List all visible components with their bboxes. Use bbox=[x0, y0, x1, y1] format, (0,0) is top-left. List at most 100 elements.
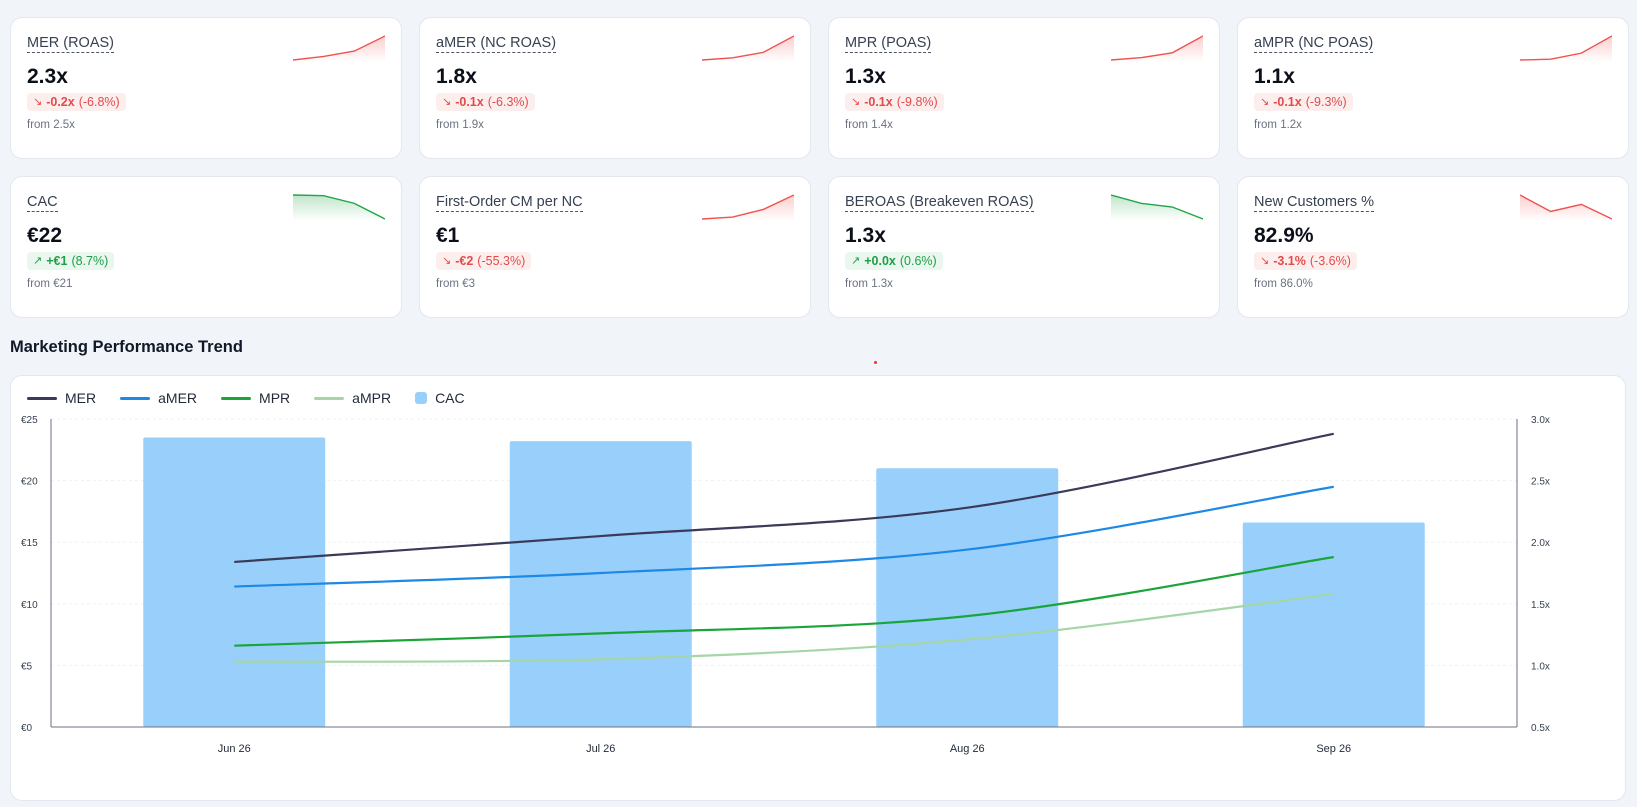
kpi-previous-value: from 2.5x bbox=[27, 119, 75, 131]
legend-item-mpr[interactable]: MPR bbox=[221, 390, 290, 406]
kpi-previous-value: from €21 bbox=[27, 278, 73, 290]
kpi-delta: -0.1x bbox=[864, 95, 893, 109]
kpi-delta: +0.0x bbox=[864, 254, 896, 268]
x-tick-label: Sep 26 bbox=[1316, 743, 1351, 755]
kpi-title[interactable]: aMPR (NC POAS) bbox=[1254, 35, 1374, 53]
kpi-previous-value: from 1.2x bbox=[1254, 119, 1302, 131]
kpi-value: €22 bbox=[27, 224, 63, 247]
sparkline-line bbox=[1520, 194, 1612, 220]
indicator-dot bbox=[874, 361, 877, 364]
arrow-down-right-icon: ↘ bbox=[1260, 96, 1270, 108]
kpi-title[interactable]: New Customers % bbox=[1254, 194, 1375, 212]
kpi-change-badge: ↘ -0.1x (-6.3%) bbox=[436, 93, 535, 111]
y-left-tick-label: €20 bbox=[21, 477, 38, 488]
kpi-sparkline bbox=[293, 194, 385, 221]
legend-item-ampr[interactable]: aMPR bbox=[314, 390, 391, 406]
kpi-sparkline bbox=[1520, 194, 1612, 221]
chart-legend: MER aMER MPR aMPR CAC bbox=[27, 390, 465, 406]
y-left-tick-label: €25 bbox=[21, 415, 38, 426]
kpi-value: 1.3x bbox=[845, 224, 886, 247]
kpi-value: €1 bbox=[436, 224, 460, 247]
kpi-title[interactable]: First-Order CM per NC bbox=[436, 194, 583, 212]
kpi-card[interactable]: MPR (POAS) 1.3x ↘ -0.1x (-9.8%) from 1.4x bbox=[828, 17, 1220, 159]
sparkline-line bbox=[293, 35, 385, 61]
series-line-ampr[interactable] bbox=[234, 592, 1334, 663]
y-left-tick-label: €10 bbox=[21, 600, 38, 611]
legend-label: MPR bbox=[259, 390, 291, 406]
x-tick-label: Jul 26 bbox=[586, 743, 615, 755]
arrow-down-right-icon: ↘ bbox=[442, 255, 452, 267]
kpi-title[interactable]: CAC bbox=[27, 194, 58, 212]
x-tick-label: Jun 26 bbox=[218, 743, 251, 755]
series-line-amer[interactable] bbox=[234, 485, 1334, 588]
kpi-change-badge: ↘ -3.1% (-3.6%) bbox=[1254, 252, 1357, 270]
kpi-card[interactable]: CAC €22 ↗ +€1 (8.7%) from €21 bbox=[10, 176, 402, 318]
kpi-delta-pct: (-3.6%) bbox=[1309, 254, 1351, 268]
kpi-grid: MER (ROAS) 2.3x ↘ -0.2x (-6.8%) from 2.5x aMER… bbox=[10, 17, 1629, 318]
sparkline-area bbox=[293, 36, 385, 62]
kpi-card[interactable]: BEROAS (Breakeven ROAS) 1.3x ↗ +0.0x (0.6%) f… bbox=[828, 176, 1220, 318]
kpi-card[interactable]: aMPR (NC POAS) 1.1x ↘ -0.1x (-9.3%) from 1.2x bbox=[1237, 17, 1629, 159]
legend-item-amer[interactable]: aMER bbox=[120, 390, 197, 406]
sparkline-area bbox=[702, 195, 794, 221]
kpi-sparkline bbox=[702, 194, 794, 221]
legend-label: MER bbox=[65, 390, 97, 406]
cac-bar[interactable] bbox=[1242, 522, 1425, 727]
kpi-change-badge: ↗ +0.0x (0.6%) bbox=[845, 252, 943, 270]
kpi-title[interactable]: aMER (NC ROAS) bbox=[436, 35, 557, 53]
sparkline-line bbox=[702, 194, 794, 220]
kpi-card[interactable]: MER (ROAS) 2.3x ↘ -0.2x (-6.8%) from 2.5x bbox=[10, 17, 402, 159]
kpi-card[interactable]: New Customers % 82.9% ↘ -3.1% (-3.6%) from 86… bbox=[1237, 176, 1629, 318]
legend-line-swatch bbox=[120, 396, 151, 400]
sparkline-line bbox=[293, 194, 385, 220]
cac-bar[interactable] bbox=[876, 468, 1059, 727]
kpi-title[interactable]: MPR (POAS) bbox=[845, 35, 932, 53]
kpi-delta-pct: (-9.3%) bbox=[1305, 95, 1347, 109]
legend-item-mer[interactable]: MER bbox=[27, 390, 96, 406]
legend-item-cac[interactable]: CAC bbox=[415, 390, 465, 406]
section-title: Marketing Performance Trend bbox=[10, 338, 243, 356]
kpi-delta: -€2 bbox=[455, 254, 474, 268]
kpi-previous-value: from €3 bbox=[436, 278, 475, 290]
kpi-delta-pct: (-6.8%) bbox=[78, 95, 120, 109]
sparkline-line bbox=[702, 35, 794, 61]
arrow-up-right-icon: ↗ bbox=[851, 255, 861, 267]
kpi-title[interactable]: MER (ROAS) bbox=[27, 35, 114, 53]
kpi-sparkline bbox=[1111, 194, 1203, 221]
series-line-mpr[interactable] bbox=[234, 555, 1334, 647]
sparkline-line bbox=[1111, 194, 1203, 220]
kpi-card[interactable]: First-Order CM per NC €1 ↘ -€2 (-55.3%) from … bbox=[419, 176, 811, 318]
trend-chart-card: MER aMER MPR aMPR CAC €0 €5 €10 €15 €20 €25 0.5x 1.… bbox=[10, 375, 1626, 801]
kpi-change-badge: ↗ +€1 (8.7%) bbox=[27, 252, 115, 270]
legend-square-swatch bbox=[415, 392, 428, 404]
kpi-value: 1.1x bbox=[1254, 65, 1295, 88]
sparkline-area bbox=[702, 36, 794, 62]
y-left-tick-label: €0 bbox=[21, 723, 33, 734]
arrow-down-right-icon: ↘ bbox=[1260, 255, 1270, 267]
legend-line-swatch bbox=[314, 396, 345, 400]
cac-bar[interactable] bbox=[509, 441, 692, 727]
kpi-previous-value: from 1.4x bbox=[845, 119, 893, 131]
kpi-value: 82.9% bbox=[1254, 224, 1314, 247]
kpi-delta-pct: (-6.3%) bbox=[487, 95, 529, 109]
kpi-value: 1.3x bbox=[845, 65, 886, 88]
trend-chart: €0 €5 €10 €15 €20 €25 0.5x 1.0x 1.5x 2.0x 2.5x 3.0x… bbox=[21, 415, 1550, 755]
kpi-title[interactable]: BEROAS (Breakeven ROAS) bbox=[845, 194, 1034, 212]
kpi-previous-value: from 86.0% bbox=[1254, 278, 1313, 290]
x-tick-label: Aug 26 bbox=[950, 743, 985, 755]
kpi-delta: -0.1x bbox=[1273, 95, 1302, 109]
kpi-sparkline bbox=[1520, 35, 1612, 62]
kpi-card[interactable]: aMER (NC ROAS) 1.8x ↘ -0.1x (-6.3%) from 1.9x bbox=[419, 17, 811, 159]
series-line-mer[interactable] bbox=[234, 432, 1334, 564]
y-right-tick-label: 1.5x bbox=[1531, 600, 1550, 611]
legend-label: aMPR bbox=[352, 390, 392, 406]
kpi-value: 2.3x bbox=[27, 65, 68, 88]
kpi-delta: +€1 bbox=[46, 254, 68, 268]
kpi-delta: -0.1x bbox=[455, 95, 484, 109]
y-right-tick-label: 2.5x bbox=[1531, 477, 1550, 488]
kpi-previous-value: from 1.3x bbox=[845, 278, 893, 290]
kpi-delta-pct: (0.6%) bbox=[899, 254, 937, 268]
cac-bar[interactable] bbox=[143, 437, 326, 727]
kpi-delta: -3.1% bbox=[1273, 254, 1306, 268]
y-left-tick-label: €5 bbox=[21, 661, 33, 672]
